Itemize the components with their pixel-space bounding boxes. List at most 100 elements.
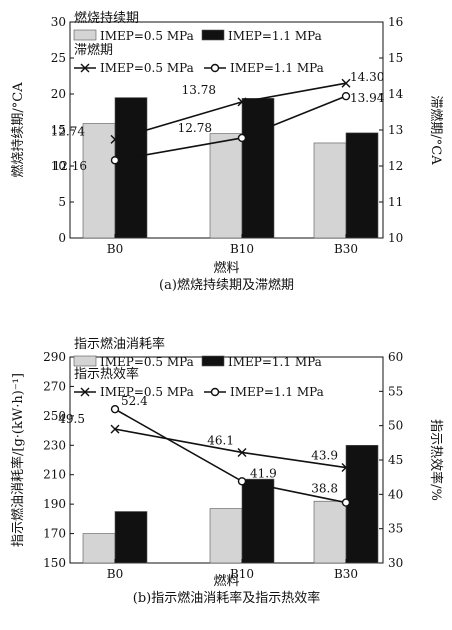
right-tick-label: 14 <box>388 87 404 101</box>
legend-label: IMEP=0.5 MPa <box>100 355 194 369</box>
left-tick-label: 20 <box>51 87 66 101</box>
legend-swatch <box>201 29 225 41</box>
marker-x-stroke <box>237 447 247 457</box>
right-tick-label: 15 <box>388 51 403 65</box>
data-label: 43.9 <box>311 449 338 463</box>
left-tick-label: 270 <box>43 379 66 393</box>
left-tick-label: 5 <box>58 195 66 209</box>
bar <box>82 533 116 564</box>
data-label: 12.78 <box>178 121 212 135</box>
x-tick-label: B30 <box>334 242 358 256</box>
left-tick-label: 150 <box>43 556 66 570</box>
x-axis-label: 燃料 <box>213 260 239 276</box>
right-tick-label: 13 <box>388 123 403 137</box>
left-tick-label: 210 <box>43 468 66 482</box>
bar <box>209 508 243 564</box>
marker-circle <box>237 133 247 143</box>
left-tick-label: 0 <box>58 231 66 245</box>
legend-label: IMEP=0.5 MPa <box>100 61 194 75</box>
data-label: 38.8 <box>311 482 338 496</box>
data-label: 13.78 <box>182 83 216 97</box>
bar <box>313 142 347 239</box>
legend-title-lines: 指示热效率 <box>74 366 139 382</box>
legend-swatch <box>201 355 225 367</box>
marker-x <box>237 97 247 107</box>
left-axis-label: 燃烧持续期/°CA <box>10 82 26 178</box>
marker-x-stroke <box>237 97 247 107</box>
right-tick-label: 50 <box>388 419 403 433</box>
left-tick-label: 25 <box>51 51 66 65</box>
right-tick-label: 35 <box>388 522 403 536</box>
bar <box>345 132 379 239</box>
legend-swatch <box>73 355 97 367</box>
right-tick-label: 55 <box>388 384 403 398</box>
marker-circle <box>341 498 351 507</box>
caption: (b)指示燃油消耗率及指示热效率 <box>133 590 320 606</box>
bar <box>241 98 275 239</box>
x-tick-label: B0 <box>107 242 123 256</box>
data-label: 14.30 <box>350 70 384 84</box>
legend-title-bars: 指示燃油消耗率 <box>74 336 165 352</box>
data-label: 12.74 <box>51 124 86 138</box>
x-tick-label: B10 <box>230 242 254 256</box>
legend-swatch <box>73 29 97 41</box>
left-tick-label: 30 <box>51 15 66 29</box>
marker-circle <box>237 477 247 486</box>
left-tick-label: 15 <box>51 123 66 137</box>
marker-x <box>237 447 247 457</box>
legend-label: IMEP=1.1 MPa <box>228 29 322 43</box>
marker-x-stroke <box>341 78 351 88</box>
right-tick-label: 12 <box>388 159 403 173</box>
data-label: 46.1 <box>207 433 234 447</box>
data-label: 13.94 <box>350 91 385 105</box>
left-tick-label: 290 <box>43 350 66 364</box>
data-label: 49.5 <box>58 412 85 426</box>
data-label: 41.9 <box>250 466 277 480</box>
bar <box>345 444 379 564</box>
legend-label: IMEP=1.1 MPa <box>230 385 324 399</box>
legend-marker-circle <box>210 63 220 73</box>
right-tick-label: 16 <box>388 15 403 29</box>
right-tick-label: 10 <box>388 231 403 245</box>
right-tick-label: 45 <box>388 453 403 467</box>
marker-x-stroke <box>341 463 351 473</box>
caption: (a)燃烧持续期及滞燃期 <box>159 277 294 293</box>
bar <box>313 500 347 564</box>
left-tick-label: 170 <box>43 527 66 541</box>
marker-x <box>341 78 351 88</box>
legend-title-bars: 燃烧持续期 <box>74 10 139 26</box>
data-label: 52.4 <box>121 394 148 408</box>
marker-x <box>110 424 120 434</box>
x-tick-label: B30 <box>334 567 358 581</box>
left-tick-label: 10 <box>51 159 66 173</box>
marker-circle <box>110 156 120 165</box>
data-label: 12.16 <box>53 159 87 173</box>
marker-x <box>341 463 351 473</box>
left-tick-label: 230 <box>43 438 66 452</box>
bar <box>241 478 275 564</box>
bar <box>114 511 148 564</box>
legend-marker-circle <box>210 387 220 397</box>
left-tick-label: 250 <box>43 409 66 423</box>
bar <box>82 123 116 239</box>
right-tick-label: 30 <box>388 556 403 570</box>
left-tick-label: 190 <box>43 497 66 511</box>
series-line <box>114 82 347 141</box>
marker-circle <box>341 91 351 101</box>
right-tick-label: 40 <box>388 487 403 501</box>
right-tick-label: 11 <box>388 195 403 209</box>
marker-x-stroke <box>110 134 120 144</box>
x-tick-label: B0 <box>107 567 123 581</box>
legend-label: IMEP=0.5 MPa <box>100 385 194 399</box>
right-axis-label: 滞燃期/°CA <box>428 95 444 165</box>
marker-circle <box>110 404 120 414</box>
marker-x-stroke <box>110 424 120 434</box>
legend-label: IMEP=0.5 MPa <box>100 29 194 43</box>
right-tick-label: 60 <box>388 350 403 364</box>
left-axis-label: 指示燃油消耗率/[g·(kW·h)⁻¹] <box>10 373 26 547</box>
legend-label: IMEP=1.1 MPa <box>230 61 324 75</box>
bar <box>209 133 243 239</box>
legend-marker-x <box>80 63 90 73</box>
legend-label: IMEP=1.1 MPa <box>228 355 322 369</box>
